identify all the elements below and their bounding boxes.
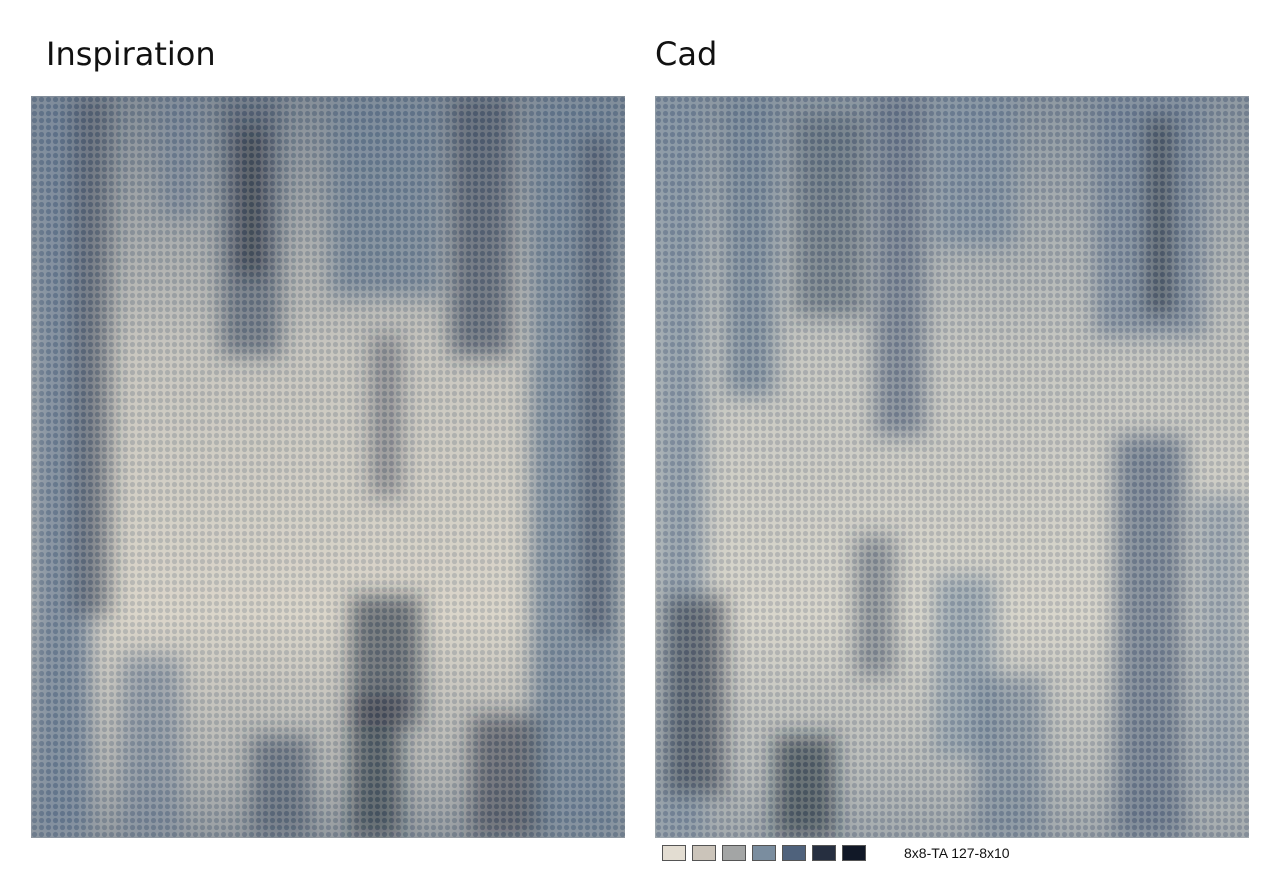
color-swatch — [812, 845, 836, 861]
cad-rug-artwork — [655, 96, 1249, 838]
color-swatch — [722, 845, 746, 861]
color-swatch — [782, 845, 806, 861]
inspiration-image — [31, 96, 625, 838]
inspiration-heading: Inspiration — [46, 35, 216, 73]
cad-image — [655, 96, 1249, 838]
cad-heading: Cad — [655, 35, 718, 73]
color-swatch — [662, 845, 686, 861]
inspiration-rug-artwork — [31, 96, 625, 838]
color-swatch — [752, 845, 776, 861]
design-code-label: 8x8-TA 127-8x10 — [904, 845, 1010, 861]
color-palette — [662, 845, 866, 861]
color-swatch — [692, 845, 716, 861]
color-swatch — [842, 845, 866, 861]
